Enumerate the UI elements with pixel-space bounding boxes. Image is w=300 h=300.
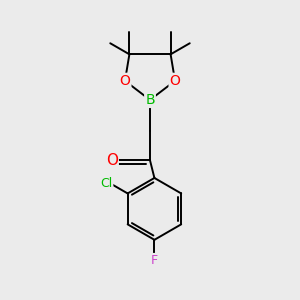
Text: O: O [106,153,118,168]
Text: F: F [151,254,158,267]
Text: Cl: Cl [100,177,112,190]
Text: O: O [169,74,181,88]
Text: O: O [119,74,130,88]
Text: B: B [145,93,155,107]
